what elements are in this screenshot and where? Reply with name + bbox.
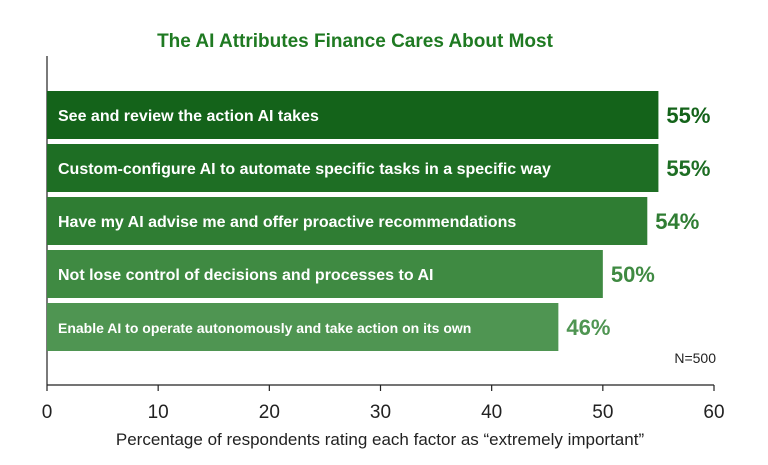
bar-label: See and review the action AI takes xyxy=(58,108,319,125)
x-tick-label: 60 xyxy=(703,402,724,423)
bar-label: Have my AI advise me and offer proactive… xyxy=(58,214,516,231)
x-tick-label: 30 xyxy=(370,402,391,423)
bar xyxy=(47,250,603,298)
x-tick-label: 10 xyxy=(148,402,169,423)
x-axis-title: Percentage of respondents rating each fa… xyxy=(115,430,645,449)
bar-value-label: 54% xyxy=(655,209,699,234)
bar xyxy=(47,197,648,245)
chart-title: The AI Attributes Finance Cares About Mo… xyxy=(157,31,553,52)
bar xyxy=(47,144,659,192)
bar-value-label: 55% xyxy=(666,103,710,128)
bar-value-label: 55% xyxy=(666,156,710,181)
bar-label: Enable AI to operate autonomously and ta… xyxy=(58,320,471,336)
bar-label: Custom-configure AI to automate specific… xyxy=(58,161,551,178)
bar-label: Not lose control of decisions and proces… xyxy=(58,267,433,284)
x-tick-label: 20 xyxy=(259,402,280,423)
bar-value-label: 50% xyxy=(611,262,655,287)
x-tick-label: 40 xyxy=(481,402,502,423)
bar xyxy=(47,91,659,139)
x-tick-label: 0 xyxy=(42,402,53,423)
bar-value-label: 46% xyxy=(566,315,610,340)
bar xyxy=(47,303,559,351)
sample-size-note: N=500 xyxy=(674,350,716,366)
x-tick-label: 50 xyxy=(592,402,613,423)
